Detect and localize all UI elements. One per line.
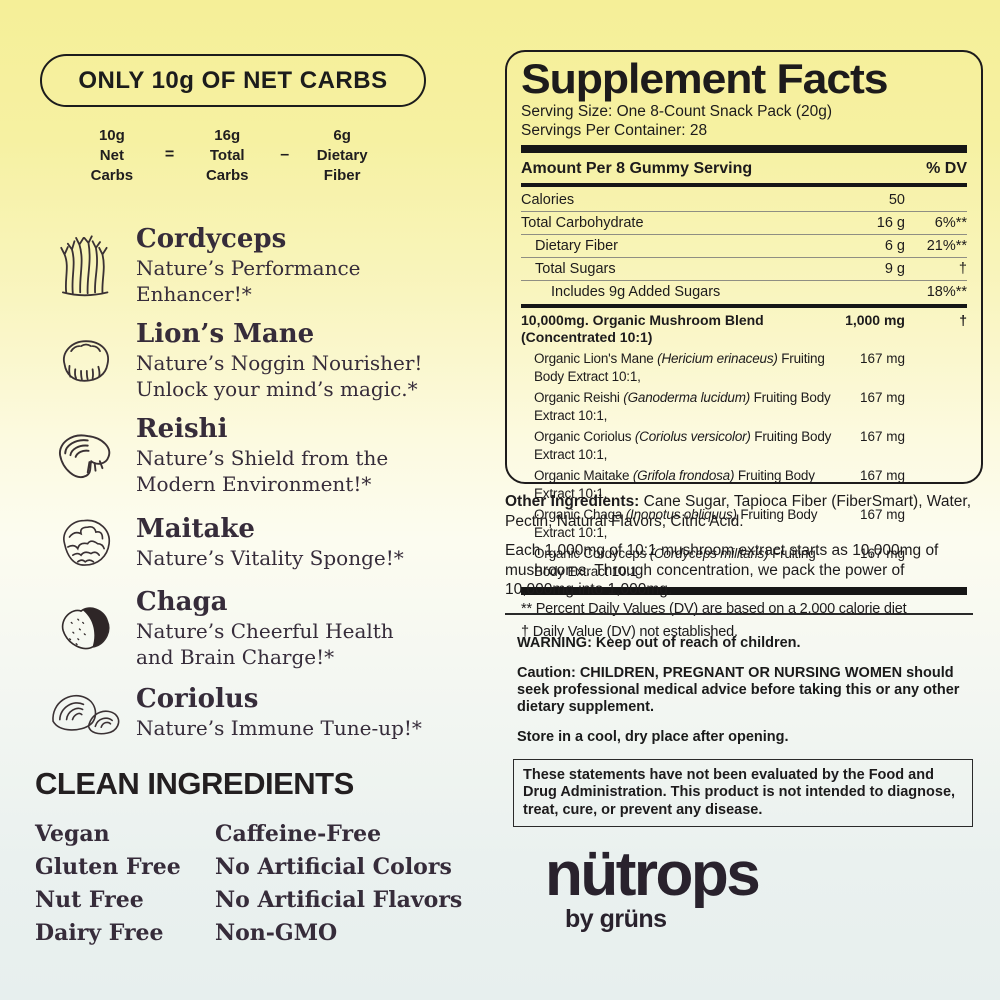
- clean-ingredient: No Artificial Colors: [215, 854, 452, 880]
- storage-text: Store in a cool, dry place after opening…: [517, 728, 789, 745]
- term-amount: 10g: [98, 127, 125, 144]
- mushroom-name: Chaga: [136, 587, 228, 617]
- supplement-facts-panel: Supplement Facts Serving Size: One 8-Cou…: [505, 50, 983, 640]
- clean-ingredient: Dairy Free: [35, 920, 164, 946]
- clean-ingredients-title: CLEAN INGREDIENTS: [35, 766, 354, 801]
- net-carbs-badge: ONLY 10g OF NET CARBS: [40, 54, 426, 107]
- servings-per-container: Servings Per Container: 28: [521, 122, 708, 139]
- term-label: Dietary: [316, 147, 368, 164]
- term-label: Total: [209, 147, 245, 164]
- list-item-lions-mane: Lion’s Mane Nature’s Noggin Nourisher! U…: [36, 319, 466, 402]
- table-row-lions-mane-extract: Organic Lion's Mane (Hericium erinaceus)…: [534, 351, 905, 384]
- equation-term-dietary-fiber: 6g Dietary Fiber: [303, 126, 381, 186]
- table-row-total-carbohydrate: Total Carbohydrate 16 g 6%**: [521, 211, 967, 234]
- clean-ingredient: Nut Free: [35, 887, 144, 913]
- table-row-dietary-fiber: Dietary Fiber 6 g 21%**: [521, 234, 967, 257]
- list-item-chaga: Chaga Nature’s Cheerful Health and Brain…: [36, 587, 466, 670]
- brand-name: nütrops: [545, 840, 761, 909]
- mushroom-tagline: Nature’s Performance Enhancer!*: [136, 256, 361, 306]
- latin-name: (Ganoderma lucidum): [623, 390, 751, 405]
- divider-line: [505, 612, 973, 615]
- latin-name: (Cordyceps militaris): [649, 546, 769, 561]
- table-row-added-sugars: Includes 9g Added Sugars 18%**: [521, 280, 967, 303]
- equation-term-net-carbs: 10g Net Carbs: [73, 126, 151, 186]
- other-ingredients-label: Other Ingredients:: [505, 493, 640, 510]
- table-row-chaga-extract: Organic Chaga (Inonotus obliquus) Fruiti…: [534, 507, 905, 540]
- latin-name: (Inonotus obliquus): [625, 507, 737, 522]
- mushroom-name: Maitake: [136, 513, 255, 544]
- additional-info-section: Other Ingredients: Cane Sugar, Tapioca F…: [505, 492, 973, 827]
- brand-logo: nütrops by grüns: [545, 840, 761, 934]
- term-label: Fiber: [323, 167, 361, 184]
- divider-medium: [521, 183, 967, 187]
- clean-ingredient: Non-GMO: [215, 920, 338, 946]
- serving-size: Serving Size: One 8-Count Snack Pack (20…: [521, 103, 833, 120]
- table-row-total-sugars: Total Sugars 9 g †: [521, 257, 967, 280]
- clean-ingredient: No Artificial Flavors: [215, 887, 463, 913]
- extract-concentration-note: Each 1,000mg of 10:1 mushroom extract st…: [505, 542, 939, 598]
- reishi-illustration-icon: [36, 424, 136, 488]
- list-item-coriolus: Coriolus Nature’s Immune Tune-up!*: [36, 682, 466, 742]
- mushroom-tagline: Nature’s Shield from the Modern Environm…: [136, 446, 389, 496]
- clean-ingredient: Vegan: [35, 821, 110, 847]
- latin-name: (Coriolus versicolor): [634, 429, 751, 444]
- list-item-maitake: Maitake Nature’s Vitality Sponge!*: [36, 509, 466, 575]
- latin-name: (Hericium erinaceus): [657, 351, 778, 366]
- warning-text: WARNING: Keep out of reach of children.: [517, 634, 801, 651]
- clean-ingredient: Caffeine-Free: [215, 821, 382, 847]
- cordyceps-illustration-icon: [36, 228, 136, 304]
- mushroom-tagline: Nature’s Noggin Nourisher! Unlock your m…: [136, 351, 423, 401]
- table-row-calories: Calories 50: [521, 192, 905, 208]
- divider-medium: [521, 304, 967, 308]
- mushroom-tagline: Nature’s Vitality Sponge!*: [136, 545, 404, 570]
- mushroom-name: Lion’s Mane: [136, 319, 315, 349]
- caution-text: Caution: CHILDREN, PREGNANT OR NURSING W…: [517, 664, 960, 715]
- mushroom-list: Cordyceps Nature’s Performance Enhancer!…: [36, 224, 466, 754]
- mushroom-name: Reishi: [136, 414, 228, 444]
- divider-thick: [521, 587, 967, 595]
- warnings-block: WARNING: Keep out of reach of children. …: [505, 615, 973, 746]
- term-label: Carbs: [90, 167, 134, 184]
- amount-per-serving-header: Amount Per 8 Gummy Serving: [521, 160, 753, 177]
- list-item-cordyceps: Cordyceps Nature’s Performance Enhancer!…: [36, 224, 466, 307]
- term-amount: 16g: [214, 127, 241, 144]
- facts-column-header: Amount Per 8 Gummy Serving % DV: [521, 157, 967, 182]
- mushroom-tagline: Nature’s Immune Tune-up!*: [136, 715, 422, 740]
- mushroom-name: Coriolus: [136, 683, 259, 714]
- dv-header: % DV: [926, 160, 967, 177]
- equation-term-total-carbs: 16g Total Carbs: [188, 126, 266, 186]
- mushroom-name: Cordyceps: [136, 224, 287, 254]
- table-row-coriolus-extract: Organic Coriolus (Coriolus versicolor) F…: [534, 429, 905, 462]
- table-row-reishi-extract: Organic Reishi (Ganoderma lucidum) Fruit…: [534, 390, 905, 423]
- other-ingredients: Other Ingredients: Cane Sugar, Tapioca F…: [505, 493, 972, 530]
- nutrient-rows: Calories 50 Total Carbohydrate 16 g 6%**…: [521, 189, 967, 303]
- supplement-facts-title: Supplement Facts: [521, 55, 889, 102]
- chaga-illustration-icon: [36, 598, 136, 660]
- term-amount: 6g: [333, 127, 351, 144]
- net-carbs-badge-label: ONLY 10g OF NET CARBS: [78, 66, 388, 94]
- table-row-maitake-extract: Organic Maitake (Grifola frondosa) Fruit…: [534, 468, 905, 501]
- minus-sign: –: [280, 146, 290, 163]
- table-row-cordyceps-extract: Organic Cordyceps (Cordyceps militaris) …: [534, 546, 905, 579]
- brand-byline: by grüns: [565, 905, 667, 933]
- footnote-dagger: † Daily Value (DV) not established.: [521, 624, 738, 640]
- term-label: Carbs: [205, 167, 249, 184]
- fda-disclaimer-box: These statements have not been evaluated…: [513, 758, 973, 827]
- latin-name: (Grifola frondosa): [632, 468, 735, 483]
- mushroom-tagline: Nature’s Cheerful Health and Brain Charg…: [136, 619, 394, 669]
- net-carbs-equation: 10g Net Carbs = 16g Total Carbs – 6g Die…: [62, 126, 392, 186]
- term-label: Net: [99, 147, 124, 164]
- clean-ingredients-section: CLEAN INGREDIENTS Vegan Gluten Free Nut …: [35, 766, 485, 950]
- lions-mane-illustration-icon: [36, 328, 136, 394]
- equals-sign: =: [164, 146, 175, 163]
- maitake-illustration-icon: [36, 509, 136, 575]
- list-item-reishi: Reishi Nature’s Shield from the Modern E…: [36, 414, 466, 497]
- clean-ingredient: Gluten Free: [35, 854, 181, 880]
- divider-thick: [521, 145, 967, 153]
- clean-ingredients-column-2: Caffeine-Free No Artificial Colors No Ar…: [215, 818, 462, 950]
- table-row-mushroom-blend: 10,000mg. Organic Mushroom Blend (Concen…: [521, 312, 967, 345]
- coriolus-illustration-icon: [36, 682, 136, 742]
- clean-ingredients-column-1: Vegan Gluten Free Nut Free Dairy Free: [35, 818, 215, 950]
